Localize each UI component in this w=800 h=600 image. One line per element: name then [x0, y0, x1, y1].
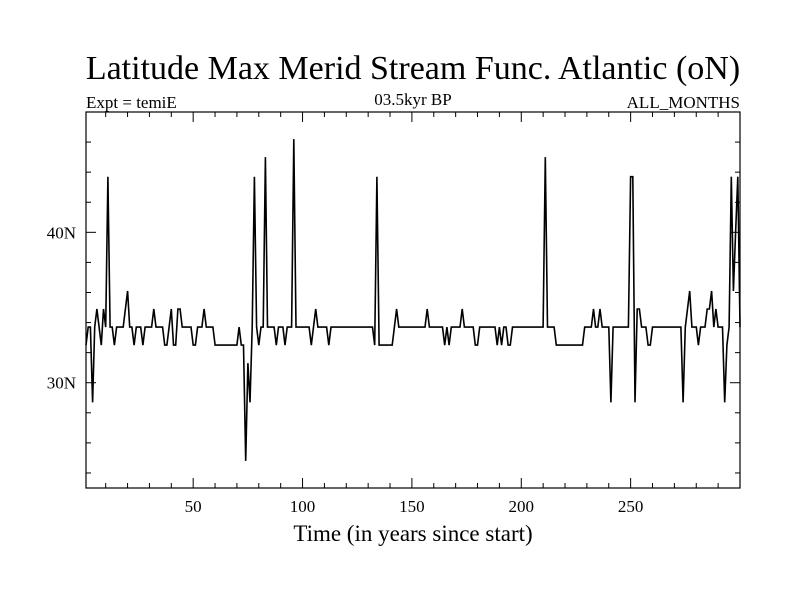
plot-frame [85, 111, 741, 489]
x-tick-label: 250 [618, 497, 644, 516]
x-axis-label: Time (in years since start) [293, 521, 532, 546]
chart-title: Latitude Max Merid Stream Func. Atlantic… [86, 50, 740, 87]
x-tick-label: 200 [509, 497, 535, 516]
x-tick-label: 50 [185, 497, 202, 516]
subtitle-right: ALL_MONTHS [627, 93, 740, 112]
x-tick-label: 150 [399, 497, 425, 516]
subtitle-center: 03.5kyr BP [374, 90, 451, 109]
y-tick-label: 30N [47, 374, 76, 393]
y-tick-label: 40N [47, 223, 76, 242]
x-tick-label: 100 [290, 497, 316, 516]
x-tick-group: 50 100 150 200 250 [105, 112, 741, 516]
y-tick-group: 30N 40N [47, 141, 740, 474]
series-line [85, 139, 741, 461]
subtitle-left: Expt = temiE [86, 93, 177, 112]
